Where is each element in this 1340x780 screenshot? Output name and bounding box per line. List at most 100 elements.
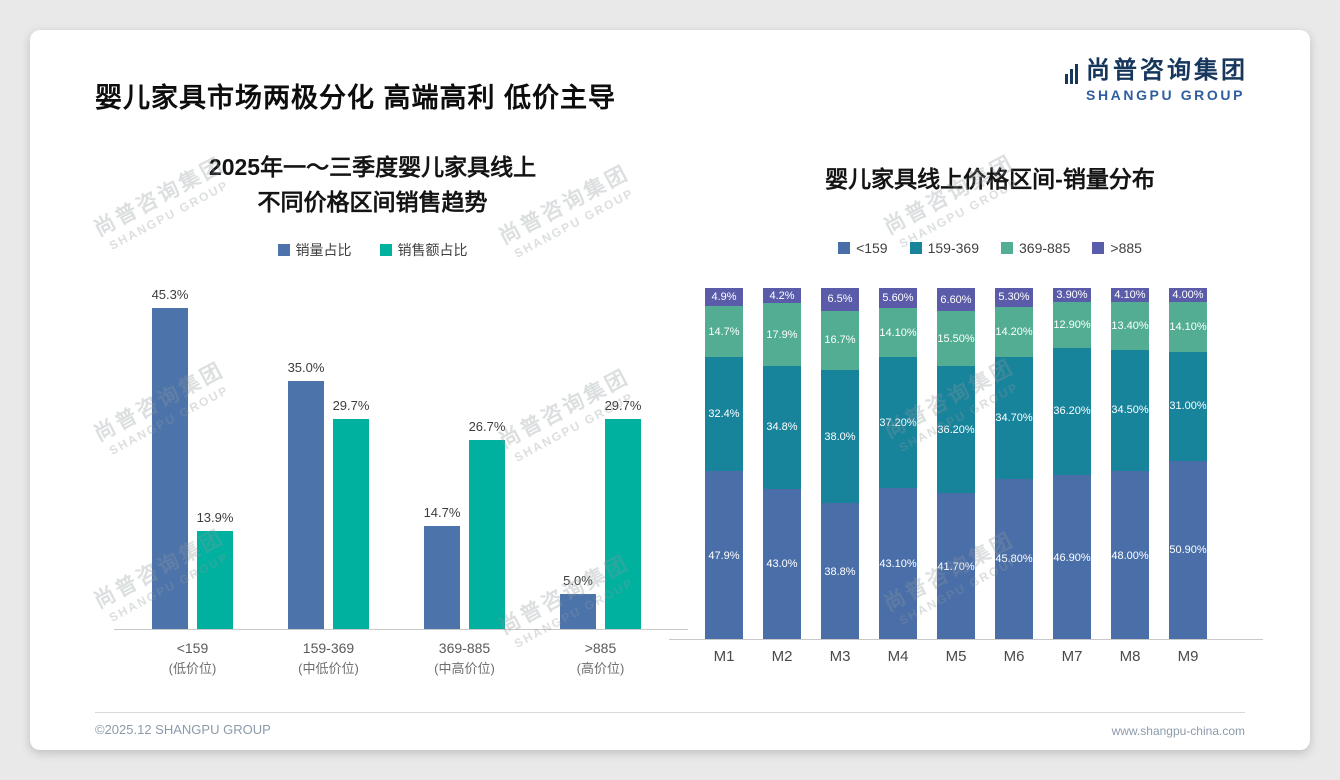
bar-segment bbox=[705, 471, 743, 640]
bar-segment bbox=[937, 311, 975, 366]
bar-segment bbox=[995, 478, 1033, 640]
bar bbox=[560, 594, 596, 630]
bar-segment bbox=[937, 288, 975, 312]
bar-segment bbox=[1053, 302, 1091, 348]
brand-logo-text: 尚普咨询集团 SHANGPU GROUP bbox=[1086, 57, 1248, 104]
segment-value-label: 3.90% bbox=[1056, 289, 1088, 302]
segment-value-label: 12.90% bbox=[1053, 318, 1091, 331]
bar-segment bbox=[821, 288, 859, 311]
brand-logo: 尚普咨询集团 SHANGPU GROUP bbox=[1065, 57, 1248, 104]
bar bbox=[333, 419, 369, 630]
legend-swatch bbox=[1092, 242, 1105, 254]
bar-segment bbox=[1169, 288, 1207, 303]
bar-value-label: 14.7% bbox=[423, 505, 461, 520]
x-axis-label-main: >885 bbox=[584, 640, 617, 656]
bar-value-label: 45.3% bbox=[151, 287, 189, 302]
bar-segment bbox=[1169, 351, 1207, 461]
segment-value-label: 31.00% bbox=[1169, 400, 1207, 413]
segment-value-label: 37.20% bbox=[879, 416, 917, 429]
bar-segment bbox=[879, 307, 917, 358]
x-axis-label: M6 bbox=[1003, 648, 1025, 665]
bar-segment bbox=[1111, 288, 1149, 303]
segment-value-label: 43.0% bbox=[766, 558, 798, 571]
segment-value-label: 41.70% bbox=[937, 560, 975, 573]
x-axis-label: <159 (低价位) bbox=[132, 638, 253, 679]
x-axis-label: M5 bbox=[945, 648, 967, 665]
footer-divider bbox=[95, 712, 1245, 713]
legend-label: <159 bbox=[856, 240, 888, 256]
left-chart-plot: 45.3% 13.9% 35.0% 29.7% 14.7% 26.7% 5.0% 29.7% bbox=[114, 287, 688, 630]
bar-segment bbox=[879, 357, 917, 489]
bar-segment bbox=[1169, 302, 1207, 352]
x-axis-label-main: 369-885 bbox=[438, 640, 491, 656]
left-chart-title-line2: 不同价格区间销售趋势 bbox=[257, 188, 488, 215]
right-chart-plot: 47.9% 32.4% 14.7% 4.9% 43.0% 34.8% 17.9% 4.2% 38… bbox=[669, 288, 1263, 640]
right-chart-title: 婴儿家具线上价格区间-销量分布 bbox=[825, 166, 1155, 192]
right-chart-x-axis: M1 M2 M3 M4 M5 M6 M7 M8 M9 bbox=[675, 648, 1255, 672]
bar-segment bbox=[1111, 349, 1149, 471]
segment-value-label: 47.9% bbox=[708, 549, 740, 562]
segment-value-label: 14.7% bbox=[708, 325, 740, 338]
segment-value-label: 36.20% bbox=[1053, 405, 1091, 418]
bar-value-label: 13.9% bbox=[196, 510, 234, 525]
segment-value-label: 46.90% bbox=[1053, 551, 1091, 564]
legend-label: 369-885 bbox=[1019, 240, 1071, 256]
segment-value-label: 6.5% bbox=[827, 293, 853, 306]
bar-segment bbox=[995, 306, 1033, 357]
segment-value-label: 45.80% bbox=[995, 553, 1033, 566]
right-chart-legend: <159 159-369 369-885 >885 bbox=[730, 240, 1250, 256]
bar-segment bbox=[1053, 288, 1091, 303]
footer-copyright: ©2025.12 SHANGPU GROUP bbox=[95, 722, 271, 737]
x-axis-label-sub: (高价位) bbox=[576, 661, 625, 676]
bar-value-label: 5.0% bbox=[563, 573, 593, 588]
bar-segment bbox=[995, 356, 1033, 479]
bar-segment bbox=[821, 310, 859, 370]
x-axis-label: M1 bbox=[713, 648, 735, 665]
x-axis-label: 159-369 (中低价位) bbox=[268, 638, 389, 679]
x-axis-label: M4 bbox=[887, 648, 909, 665]
bar bbox=[288, 381, 324, 630]
bar-segment bbox=[705, 305, 743, 358]
legend-label: >885 bbox=[1110, 240, 1142, 256]
footer-website: www.shangpu-china.com bbox=[1111, 724, 1245, 738]
segment-value-label: 34.8% bbox=[766, 421, 798, 434]
slide-card: 尚普咨询集团 SHANGPU GROUP 尚普咨询集团 SHANGPU GROUP 尚普… bbox=[30, 30, 1310, 750]
legend-swatch bbox=[1001, 242, 1013, 254]
segment-value-label: 6.60% bbox=[940, 293, 972, 306]
bar-segment bbox=[1053, 474, 1091, 640]
segment-value-label: 36.20% bbox=[937, 423, 975, 436]
legend-item: >885 bbox=[1092, 240, 1142, 256]
x-axis-label: M9 bbox=[1177, 648, 1199, 665]
bar-segment bbox=[879, 488, 917, 640]
segment-value-label: 5.60% bbox=[882, 291, 914, 304]
brand-logo-en: SHANGPU GROUP bbox=[1086, 87, 1246, 104]
segment-value-label: 50.90% bbox=[1169, 544, 1207, 557]
bar-segment bbox=[821, 503, 859, 640]
left-chart-title-line1: 2025年一～三季度婴儿家具线上 bbox=[208, 154, 537, 180]
legend-item: <159 bbox=[838, 240, 888, 256]
legend-label: 销售额占比 bbox=[397, 242, 468, 258]
legend-item: 159-369 bbox=[909, 240, 979, 256]
segment-value-label: 34.50% bbox=[1111, 404, 1149, 417]
bar-segment bbox=[937, 365, 975, 494]
bar-segment bbox=[821, 369, 859, 504]
segment-value-label: 17.9% bbox=[766, 328, 798, 341]
bar-segment bbox=[763, 303, 801, 367]
bar-value-label: 26.7% bbox=[468, 419, 506, 434]
legend-item: 369-885 bbox=[1001, 240, 1070, 256]
segment-value-label: 34.70% bbox=[995, 411, 1033, 424]
left-chart-title: 2025年一～三季度婴儿家具线上 不同价格区间销售趋势 bbox=[120, 150, 625, 219]
segment-value-label: 14.20% bbox=[995, 325, 1033, 338]
legend-swatch bbox=[838, 242, 851, 254]
bar-segment bbox=[763, 288, 801, 304]
segment-value-label: 38.8% bbox=[824, 565, 856, 578]
legend-swatch bbox=[909, 242, 922, 254]
legend-item: 销售额占比 bbox=[379, 240, 468, 260]
bar bbox=[152, 308, 188, 630]
x-axis-label-main: <159 bbox=[176, 640, 209, 656]
x-axis-label: M3 bbox=[829, 648, 851, 665]
bar bbox=[469, 440, 505, 630]
x-axis-label: 369-885 (中高价位) bbox=[404, 638, 525, 679]
bar-value-label: 29.7% bbox=[332, 398, 370, 413]
x-axis-label: M8 bbox=[1119, 648, 1141, 665]
